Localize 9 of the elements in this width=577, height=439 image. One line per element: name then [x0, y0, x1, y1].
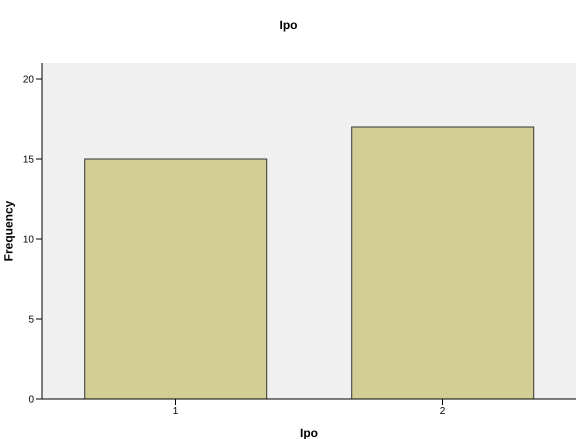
y-tick-label: 15: [22, 154, 34, 166]
y-tick-label: 0: [28, 394, 34, 406]
y-tick-label: 10: [22, 234, 34, 246]
y-tick-label: 5: [28, 314, 34, 326]
y-axis-title: Frequency: [1, 200, 16, 262]
y-tick-label: 20: [22, 74, 34, 86]
x-tick-label: 1: [172, 406, 179, 418]
chart-title: Ipo: [278, 18, 298, 32]
x-tick-label: 2: [440, 406, 446, 418]
